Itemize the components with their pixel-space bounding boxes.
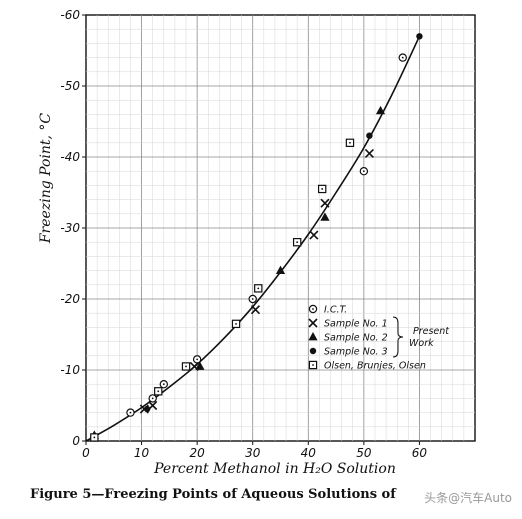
legend-marker <box>309 347 317 355</box>
marker-center-dot <box>185 365 187 368</box>
x-tick-label: 0 <box>82 446 90 460</box>
triangle-marker <box>195 361 205 370</box>
legend-marker <box>308 318 318 328</box>
legend-brace <box>392 316 404 358</box>
marker-center-dot <box>257 287 260 290</box>
data-point-series-1 <box>248 294 257 304</box>
legend-label: Sample No. 3 <box>324 347 388 358</box>
data-point-series-4 <box>143 405 151 413</box>
y-axis-ticks: 0 -10 -20 -30 -40 -50 -60 <box>60 8 86 448</box>
data-point-series-5 <box>154 387 163 396</box>
data-point-series-1 <box>148 394 157 403</box>
watermark: 头条@汽车Auto <box>422 489 514 506</box>
data-point-series-5 <box>90 433 99 442</box>
marker-center-dot <box>321 188 324 190</box>
data-point-series-1 <box>159 380 168 389</box>
triangle-marker <box>320 212 330 221</box>
filled-circle-marker <box>366 132 373 139</box>
x-marker <box>250 305 261 315</box>
x-tick-label: 60 <box>412 446 428 460</box>
legend-label: Olsen, Brunjes, Olsen <box>324 361 426 372</box>
y-tick-label: -30 <box>60 221 80 235</box>
data-point-series-2 <box>250 305 261 315</box>
data-point-series-2 <box>364 148 374 159</box>
y-axis-label: Freezing Point, °C <box>38 113 54 245</box>
triangle-marker <box>375 105 386 115</box>
x-marker <box>320 198 330 208</box>
marker-center-dot <box>251 298 254 300</box>
data-point-series-3 <box>320 212 330 221</box>
marker-center-dot <box>157 390 160 393</box>
data-point-series-5 <box>231 319 241 329</box>
x-tick-label: 10 <box>134 446 150 460</box>
y-tick-label: 0 <box>72 434 80 448</box>
filled-circle-marker <box>143 405 151 413</box>
marker-center-dot <box>362 170 365 173</box>
data-point-series-1 <box>126 408 135 417</box>
data-point-series-1 <box>359 166 369 176</box>
x-marker <box>309 230 319 240</box>
x-marker <box>308 318 318 328</box>
data-point-series-2 <box>320 198 330 208</box>
data-point-series-5 <box>317 184 327 194</box>
grid <box>86 15 475 441</box>
filled-circle-marker <box>416 33 423 40</box>
data-point-series-5 <box>292 238 302 247</box>
triangle-marker <box>308 332 318 341</box>
data-points <box>89 33 423 442</box>
marker-center-dot <box>196 358 199 361</box>
x-marker <box>364 148 374 159</box>
x-axis-ticks: 0 10 20 30 40 50 60 <box>82 441 427 460</box>
marker-center-dot <box>296 241 299 244</box>
triangle-marker <box>275 265 286 274</box>
legend-marker <box>308 304 318 314</box>
x-tick-label: 40 <box>301 446 317 460</box>
marker-center-dot <box>151 397 154 400</box>
legend-label: I.C.T. <box>324 305 347 316</box>
marker-center-dot <box>129 411 132 414</box>
data-point-series-3 <box>375 105 386 115</box>
marker-center-dot <box>162 383 165 386</box>
legend-label: Sample No. 1 <box>324 319 388 330</box>
data-point-series-3 <box>195 361 205 370</box>
marker-center-dot <box>93 436 96 439</box>
legend-label: Sample No. 2 <box>324 333 388 344</box>
x-tick-label: 20 <box>190 446 206 460</box>
legend-marker <box>308 332 318 341</box>
data-point-series-2 <box>309 230 319 240</box>
legend-marker <box>308 360 318 370</box>
y-tick-label: -60 <box>60 8 80 22</box>
x-axis-label: Percent Methanol in H₂O Solution <box>153 461 396 477</box>
x-tick-label: 30 <box>245 446 261 460</box>
data-point-series-5 <box>254 284 263 293</box>
legend-group-label: Present <box>413 326 450 337</box>
marker-center-dot <box>401 56 404 59</box>
y-tick-label: -40 <box>60 150 80 164</box>
marker-center-dot <box>349 141 351 144</box>
data-point-series-4 <box>366 132 373 139</box>
y-tick-label: -10 <box>60 363 80 377</box>
filled-circle-marker <box>309 347 317 355</box>
marker-center-dot <box>235 322 237 325</box>
data-point-series-5 <box>181 362 191 371</box>
y-tick-label: -50 <box>60 79 80 93</box>
figure-caption: Figure 5—Freezing Points of Aqueous Solu… <box>30 487 396 502</box>
data-point-series-5 <box>345 138 355 147</box>
x-tick-label: 50 <box>356 446 372 460</box>
data-point-series-4 <box>416 33 423 40</box>
y-tick-label: -20 <box>60 292 80 306</box>
legend: I.C.T. Sample No. 1 Sample No. 2 Sample No.… <box>308 305 450 372</box>
marker-center-dot <box>312 364 314 366</box>
data-point-series-1 <box>398 53 407 62</box>
data-point-series-1 <box>192 355 202 364</box>
legend-group-label: Work <box>409 338 434 349</box>
data-point-series-3 <box>275 265 286 274</box>
marker-center-dot <box>312 308 314 310</box>
